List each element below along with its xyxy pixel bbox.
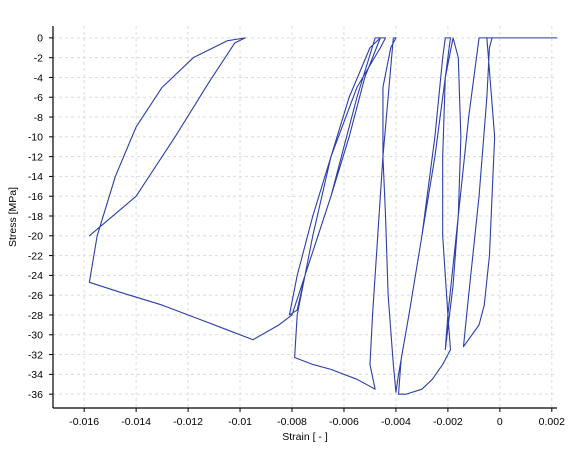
x-tick-label: -0.008 bbox=[277, 416, 307, 428]
x-tick-label: -0.01 bbox=[228, 416, 252, 428]
x-tick-label: -0.006 bbox=[329, 416, 359, 428]
y-tick-label: -6 bbox=[34, 92, 43, 104]
y-tick-label: -22 bbox=[28, 250, 43, 262]
x-tick-label: -0.004 bbox=[381, 416, 411, 428]
y-tick-label: -24 bbox=[28, 270, 43, 282]
y-tick-label: -28 bbox=[28, 310, 43, 322]
x-tick-label: -0.016 bbox=[69, 416, 99, 428]
y-tick-label: -8 bbox=[34, 112, 43, 124]
y-ticks: 0 -2 -4 -6 -8 -10 -12 -14 -16 -18 -20 -22 -24 -26 -28 -… bbox=[28, 33, 53, 401]
grid bbox=[53, 26, 557, 408]
y-tick-label: -16 bbox=[28, 191, 43, 203]
y-tick-label: -2 bbox=[34, 52, 43, 64]
y-tick-label: -14 bbox=[28, 171, 43, 183]
y-tick-label: -32 bbox=[28, 349, 43, 361]
y-tick-label: 0 bbox=[37, 33, 43, 45]
x-tick-label: 0 bbox=[497, 416, 503, 428]
axes bbox=[52, 26, 557, 409]
y-tick-label: -12 bbox=[28, 151, 43, 163]
y-tick-label: -4 bbox=[34, 72, 43, 84]
series-line-0 bbox=[88, 37, 558, 395]
y-tick-label: -20 bbox=[28, 231, 43, 243]
y-tick-label: -34 bbox=[28, 369, 43, 381]
x-tick-label: -0.014 bbox=[121, 416, 151, 428]
x-tick-label: -0.012 bbox=[173, 416, 203, 428]
y-tick-label: -10 bbox=[28, 132, 43, 144]
y-tick-label: -18 bbox=[28, 211, 43, 223]
x-ticks: -0.016 -0.014 -0.012 -0.01 -0.008 -0.006 -0.00… bbox=[69, 408, 565, 428]
x-axis-title: Strain [ - ] bbox=[282, 431, 328, 443]
y-tick-label: -26 bbox=[28, 290, 43, 302]
series-layer bbox=[88, 37, 558, 395]
y-tick-label: -36 bbox=[28, 389, 43, 401]
x-tick-label: 0.002 bbox=[539, 416, 565, 428]
y-axis-title: Stress [MPa] bbox=[7, 187, 19, 247]
x-tick-label: -0.002 bbox=[433, 416, 463, 428]
y-tick-label: -30 bbox=[28, 330, 43, 342]
